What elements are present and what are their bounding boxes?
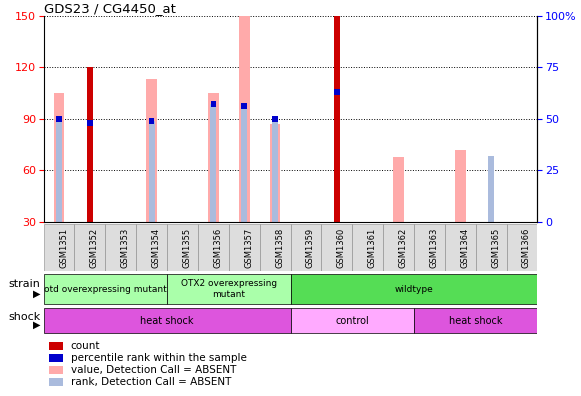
Text: GSM1362: GSM1362: [399, 228, 407, 268]
Text: GSM1365: GSM1365: [491, 228, 500, 268]
Bar: [239, 16, 250, 222]
Bar: [260, 224, 290, 271]
Bar: [393, 156, 404, 222]
Bar: [44, 308, 290, 333]
Text: heat shock: heat shock: [140, 316, 194, 326]
Bar: [488, 156, 494, 222]
Bar: [87, 120, 92, 126]
Bar: [136, 224, 167, 271]
Bar: [208, 93, 218, 222]
Text: control: control: [335, 316, 369, 326]
Bar: [383, 224, 414, 271]
Bar: [146, 79, 157, 222]
Bar: [74, 224, 105, 271]
Text: GSM1351: GSM1351: [59, 228, 68, 268]
Text: strain: strain: [9, 279, 41, 289]
Text: GSM1363: GSM1363: [429, 228, 439, 268]
Bar: [210, 105, 217, 222]
Text: GSM1352: GSM1352: [90, 228, 99, 268]
Bar: [272, 116, 278, 122]
Bar: [53, 93, 64, 222]
Text: GSM1364: GSM1364: [460, 228, 469, 268]
Bar: [290, 308, 414, 333]
Bar: [87, 67, 92, 222]
Text: wildtype: wildtype: [394, 285, 433, 293]
Text: count: count: [71, 341, 101, 351]
Bar: [455, 150, 465, 222]
Bar: [334, 0, 339, 222]
Text: GSM1360: GSM1360: [337, 228, 346, 268]
Text: ▶: ▶: [33, 289, 41, 299]
Bar: [476, 224, 507, 271]
Bar: [149, 121, 155, 222]
Text: percentile rank within the sample: percentile rank within the sample: [71, 353, 246, 363]
Bar: [321, 224, 352, 271]
Bar: [334, 89, 339, 95]
Bar: [242, 103, 247, 109]
Text: GSM1361: GSM1361: [368, 228, 376, 268]
Text: GSM1357: GSM1357: [244, 228, 253, 268]
Bar: [48, 378, 63, 386]
Text: value, Detection Call = ABSENT: value, Detection Call = ABSENT: [71, 365, 236, 375]
Bar: [56, 116, 62, 122]
Text: shock: shock: [8, 312, 41, 322]
Bar: [507, 224, 537, 271]
Text: ▶: ▶: [33, 320, 41, 330]
Bar: [241, 107, 248, 222]
Bar: [167, 224, 198, 271]
Text: GSM1354: GSM1354: [152, 228, 160, 268]
Bar: [414, 308, 537, 333]
Bar: [167, 274, 290, 304]
Text: OTX2 overexpressing
mutant: OTX2 overexpressing mutant: [181, 280, 277, 299]
Bar: [149, 118, 155, 124]
Bar: [290, 274, 537, 304]
Bar: [272, 119, 278, 222]
Text: GSM1356: GSM1356: [213, 228, 223, 268]
Text: GSM1359: GSM1359: [306, 228, 315, 268]
Text: heat shock: heat shock: [449, 316, 503, 326]
Bar: [445, 224, 476, 271]
Text: rank, Detection Call = ABSENT: rank, Detection Call = ABSENT: [71, 377, 231, 387]
Text: GDS23 / CG4450_at: GDS23 / CG4450_at: [44, 2, 175, 15]
Bar: [44, 224, 74, 271]
Bar: [56, 119, 62, 222]
Bar: [48, 354, 63, 362]
Text: GSM1353: GSM1353: [121, 228, 130, 268]
Bar: [210, 101, 216, 107]
Text: GSM1366: GSM1366: [522, 228, 531, 268]
Bar: [44, 274, 167, 304]
Bar: [270, 124, 281, 222]
Text: GSM1358: GSM1358: [275, 228, 284, 268]
Bar: [48, 342, 63, 350]
Text: GSM1355: GSM1355: [182, 228, 192, 268]
Bar: [48, 366, 63, 374]
Bar: [414, 224, 445, 271]
Bar: [290, 224, 321, 271]
Bar: [105, 224, 136, 271]
Bar: [198, 224, 229, 271]
Bar: [352, 224, 383, 271]
Bar: [229, 224, 260, 271]
Text: otd overexpressing mutant: otd overexpressing mutant: [44, 285, 167, 293]
